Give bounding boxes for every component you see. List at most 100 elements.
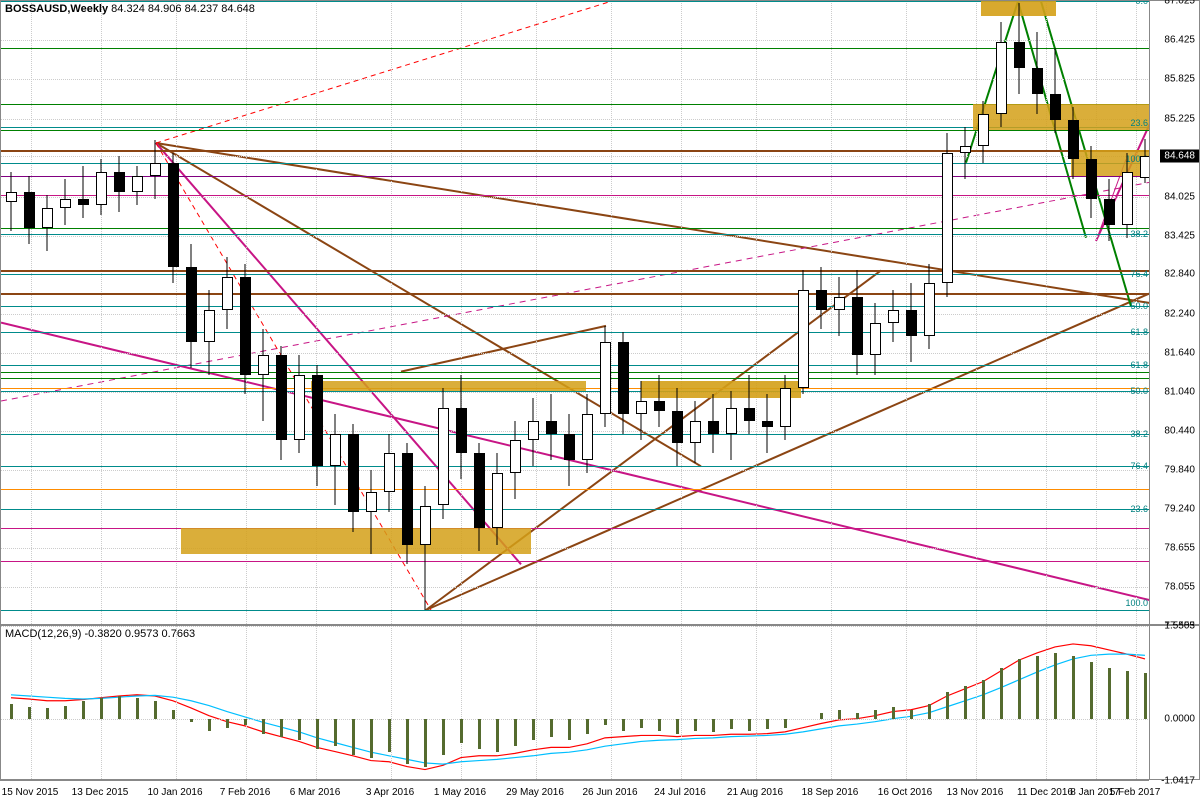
gridline-v <box>1136 1 1137 626</box>
macd-bar <box>226 719 229 728</box>
macd-bar <box>586 719 589 734</box>
macd-bar <box>118 696 121 719</box>
candle <box>762 1 773 626</box>
macd-overlay-svg <box>1 626 1150 781</box>
candle <box>168 1 179 626</box>
candle <box>78 1 89 626</box>
macd-bar <box>190 719 193 722</box>
y-tick: 83.425 <box>1164 231 1195 242</box>
candle <box>384 1 395 626</box>
macd-line <box>11 654 1145 764</box>
macd-bar <box>820 713 823 719</box>
candle <box>510 1 521 626</box>
candle <box>960 1 971 626</box>
candle <box>708 1 719 626</box>
macd-bar <box>100 698 103 719</box>
gridline-v <box>756 1 757 626</box>
macd-bar <box>892 707 895 719</box>
candle <box>906 1 917 626</box>
macd-bar <box>946 692 949 719</box>
macd-bar <box>964 686 967 719</box>
macd-bar <box>1126 671 1129 719</box>
macd-bar <box>46 708 49 719</box>
price-chart[interactable]: BOSSAUSD,Weekly 84.324 84.906 84.237 84.… <box>0 0 1200 625</box>
candle <box>582 1 593 626</box>
candle <box>60 1 71 626</box>
gridline-v <box>831 626 832 781</box>
gridline-v <box>246 626 247 781</box>
candle <box>204 1 215 626</box>
candle <box>1068 1 1079 626</box>
macd-bar <box>244 719 247 725</box>
candle <box>780 1 791 626</box>
macd-bar <box>64 706 67 719</box>
candle <box>996 1 1007 626</box>
candle <box>1086 1 1097 626</box>
candle <box>924 1 935 626</box>
candle <box>600 1 611 626</box>
candle <box>294 1 305 626</box>
gridline-v <box>756 626 757 781</box>
x-tick: 21 Aug 2016 <box>727 787 783 798</box>
macd-bar <box>136 698 139 719</box>
macd-bar <box>874 710 877 719</box>
gridline-v <box>681 626 682 781</box>
candle <box>870 1 881 626</box>
candle <box>456 1 467 626</box>
candle <box>1104 1 1115 626</box>
x-tick: 24 Jul 2016 <box>654 787 706 798</box>
gridline-v <box>536 626 537 781</box>
x-tick: 6 Mar 2016 <box>290 787 341 798</box>
macd-bar <box>910 710 913 719</box>
x-tick: 18 Sep 2016 <box>802 787 859 798</box>
candle <box>654 1 665 626</box>
price-plot-area[interactable]: 0.023.6100.038.276.450.061.861.850.038.2… <box>1 1 1150 626</box>
macd-chart[interactable]: MACD(12,26,9) -0.3820 0.9573 0.7663 1.55… <box>0 625 1200 780</box>
gridline-v <box>31 626 32 781</box>
macd-bar <box>604 719 607 725</box>
macd-bar <box>1018 659 1021 719</box>
macd-bar <box>478 719 481 749</box>
x-tick: 11 Dec 2016 <box>1017 787 1073 798</box>
macd-bar <box>694 719 697 731</box>
gridline-v <box>316 626 317 781</box>
macd-bar <box>514 719 517 746</box>
x-tick: 3 Apr 2016 <box>366 787 414 798</box>
candle <box>96 1 107 626</box>
x-tick: 13 Dec 2015 <box>72 787 129 798</box>
candle <box>186 1 197 626</box>
candle <box>492 1 503 626</box>
macd-bar <box>208 719 211 731</box>
trend-line <box>966 1 1018 162</box>
candle <box>114 1 125 626</box>
gridline-v <box>391 626 392 781</box>
x-tick: 10 Jan 2016 <box>147 787 202 798</box>
symbol-timeframe: BOSSAUSD,Weekly <box>5 3 108 15</box>
candle <box>942 1 953 626</box>
gridline-v <box>461 626 462 781</box>
x-tick: 7 Feb 2016 <box>220 787 271 798</box>
macd-bar <box>928 704 931 719</box>
candle <box>276 1 287 626</box>
candle <box>528 1 539 626</box>
macd-bar <box>406 719 409 764</box>
macd-bar <box>1036 656 1039 719</box>
x-tick: 1 May 2016 <box>434 787 486 798</box>
candle <box>24 1 35 626</box>
macd-bar <box>838 710 841 719</box>
y-tick: 79.840 <box>1164 465 1195 476</box>
macd-bar <box>784 719 787 728</box>
macd-plot-area[interactable] <box>1 626 1150 781</box>
y-tick: 81.640 <box>1164 347 1195 358</box>
macd-bar <box>640 719 643 728</box>
zone-rect <box>641 381 801 397</box>
candle <box>366 1 377 626</box>
candle <box>1014 1 1025 626</box>
gridline-v <box>176 626 177 781</box>
macd-bar <box>712 719 715 732</box>
macd-bar <box>1108 668 1111 719</box>
candle <box>564 1 575 626</box>
macd-bar <box>424 719 427 767</box>
y-tick: 81.040 <box>1164 386 1195 397</box>
macd-bar <box>442 719 445 755</box>
